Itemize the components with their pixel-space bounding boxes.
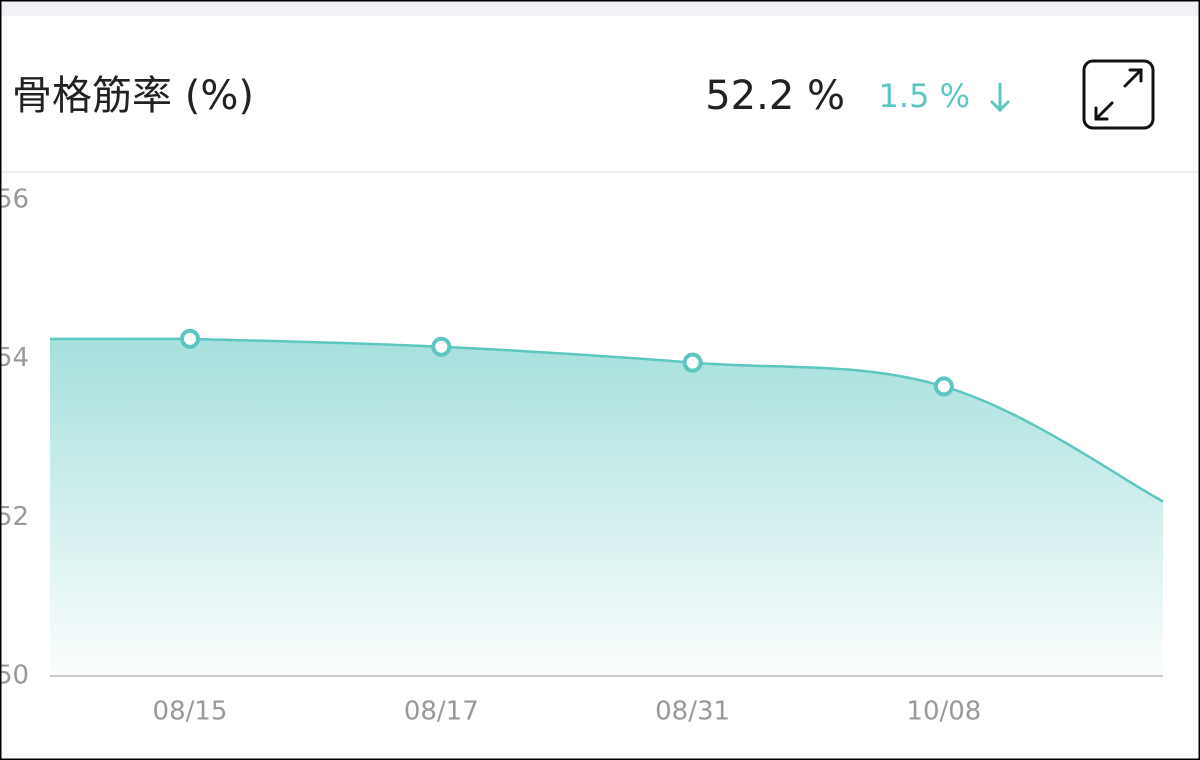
point [431, 336, 452, 357]
x-tick-label: 08/17 [404, 697, 479, 727]
plot: 50 52 54 56 08/15 08/17 08/31 10/08 [0, 185, 1164, 727]
area-lead [50, 338, 190, 676]
chart-title: 骨格筋率 (%) [12, 73, 254, 119]
x-tick-label: 08/15 [153, 697, 228, 727]
point [180, 328, 200, 349]
x-tick-label: 08/31 [655, 697, 730, 727]
point [682, 352, 703, 373]
y-tick-label: 50 [0, 661, 29, 691]
y-tick-label: 54 [0, 343, 29, 373]
top-strip [0, 0, 1200, 16]
x-tick-label: 10/08 [906, 697, 981, 727]
point [933, 376, 954, 397]
y-tick-label: 52 [0, 502, 29, 532]
change-value: 1.5 % [879, 77, 970, 115]
expand-button[interactable] [1082, 59, 1155, 130]
down-arrow [990, 82, 1010, 113]
y-tick-label: 56 [0, 185, 29, 215]
area [190, 338, 1163, 676]
current-value: 52.2 % [705, 73, 845, 119]
